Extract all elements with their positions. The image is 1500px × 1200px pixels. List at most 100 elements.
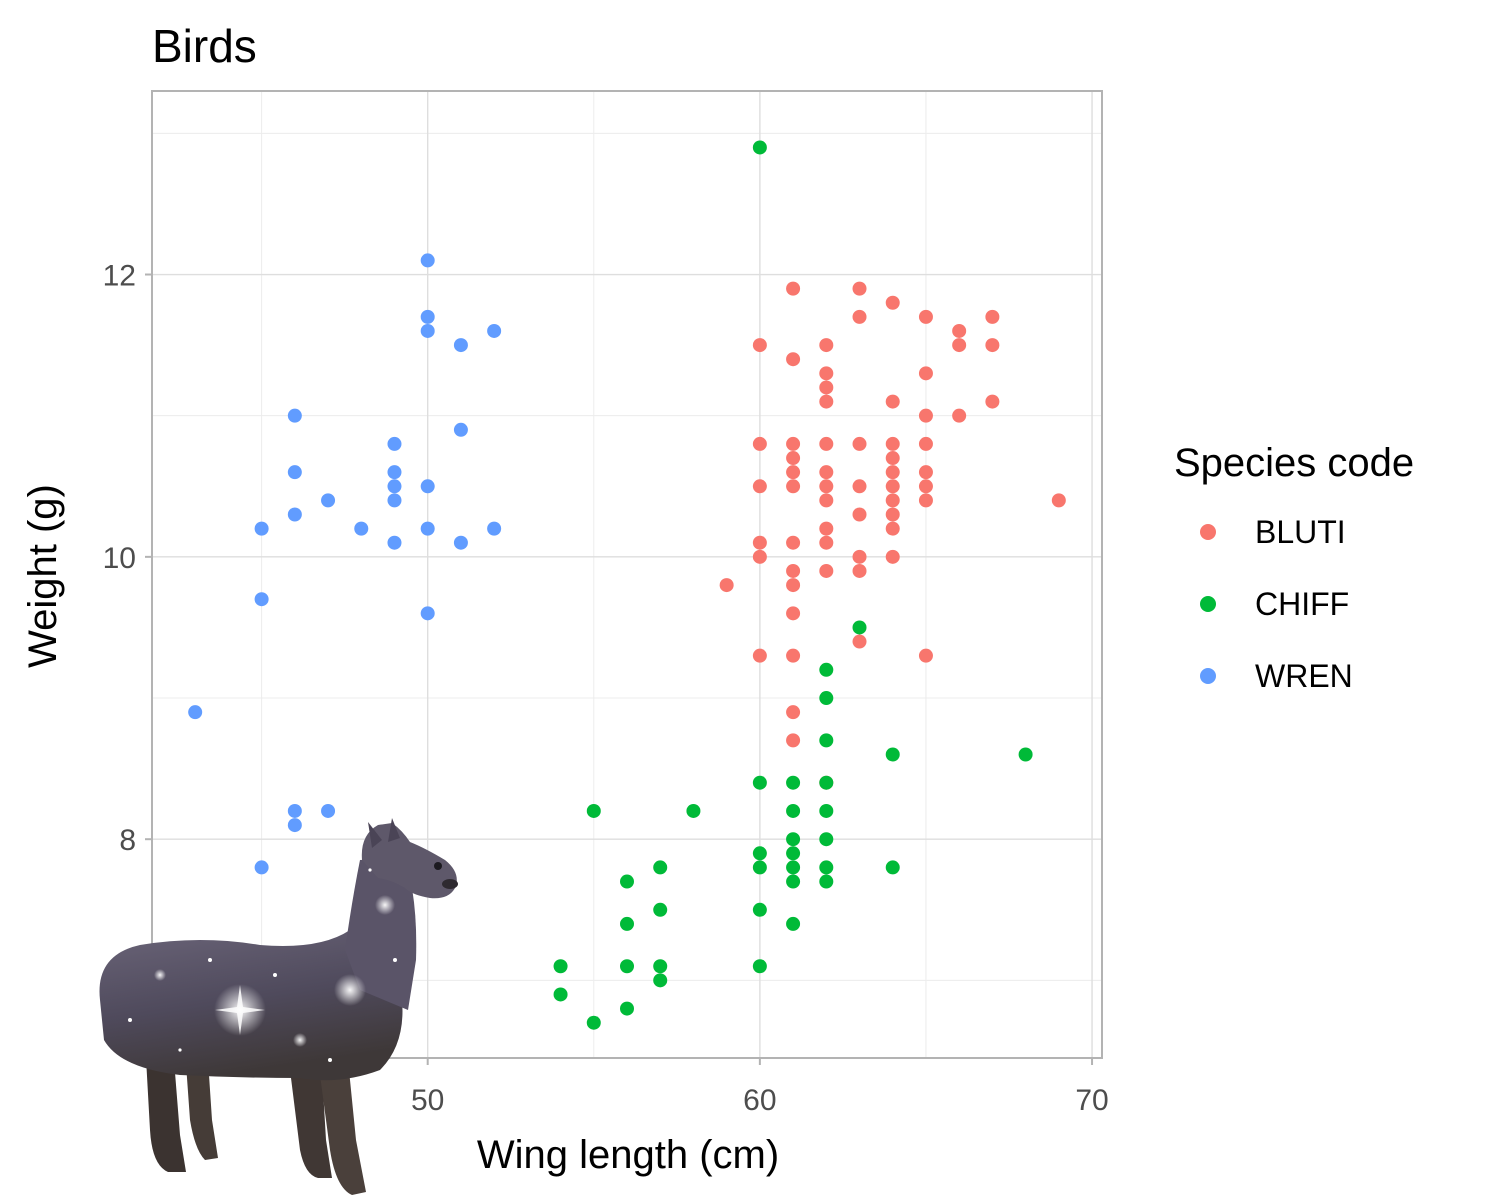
point-bluti (1051, 493, 1066, 508)
point-bluti (852, 309, 867, 324)
point-bluti (786, 479, 801, 494)
legend-key-bluti (1200, 524, 1216, 540)
point-bluti (819, 465, 834, 480)
point-bluti (918, 436, 933, 451)
point-wren (254, 860, 269, 875)
point-wren (287, 818, 302, 833)
point-bluti (752, 436, 767, 451)
point-bluti (852, 549, 867, 564)
point-chiff (752, 902, 767, 917)
point-bluti (786, 436, 801, 451)
point-chiff (786, 775, 801, 790)
point-chiff (819, 691, 834, 706)
point-chiff (653, 860, 668, 875)
point-bluti (918, 493, 933, 508)
point-chiff (653, 902, 668, 917)
point-chiff (786, 803, 801, 818)
point-bluti (952, 323, 967, 338)
point-chiff (819, 662, 834, 677)
point-wren (287, 465, 302, 480)
point-chiff (553, 987, 568, 1002)
y-tick-label: 12 (103, 260, 136, 293)
point-chiff (786, 846, 801, 861)
point-chiff (752, 775, 767, 790)
point-bluti (852, 563, 867, 578)
point-bluti (852, 507, 867, 522)
point-wren (254, 521, 269, 536)
point-chiff (686, 803, 701, 818)
point-chiff (620, 1001, 634, 1016)
point-bluti (819, 366, 834, 381)
point-bluti (885, 521, 900, 536)
point-chiff (819, 874, 834, 889)
point-chiff (553, 959, 568, 974)
point-bluti (752, 549, 767, 564)
point-bluti (786, 733, 801, 748)
point-wren (354, 521, 369, 536)
point-wren (387, 436, 402, 451)
legend-key-chiff (1200, 596, 1216, 612)
point-bluti (819, 535, 834, 550)
point-chiff (620, 916, 634, 931)
point-bluti (786, 606, 801, 621)
point-chiff (752, 846, 767, 861)
x-axis-title: Wing length (cm) (477, 1133, 779, 1177)
point-wren (420, 606, 435, 621)
point-bluti (786, 451, 801, 466)
point-chiff (819, 803, 834, 818)
legend: Species code BLUTI CHIFF WREN (1174, 441, 1414, 694)
y-axis-title: Weight (g) (21, 484, 65, 668)
point-bluti (885, 479, 900, 494)
x-tick-label: 50 (411, 1084, 444, 1117)
point-bluti (819, 563, 834, 578)
point-bluti (819, 380, 834, 395)
point-bluti (885, 507, 900, 522)
y-tick-label: 8 (119, 824, 136, 857)
point-bluti (885, 295, 900, 310)
point-bluti (885, 549, 900, 564)
point-wren (487, 521, 502, 536)
point-bluti (918, 309, 933, 324)
point-bluti (918, 479, 933, 494)
point-bluti (819, 436, 834, 451)
point-chiff (620, 959, 634, 974)
point-wren (387, 465, 402, 480)
point-wren (453, 338, 468, 353)
point-wren (287, 507, 302, 522)
point-wren (420, 521, 435, 536)
point-wren (287, 803, 302, 818)
legend-label-bluti: BLUTI (1255, 514, 1346, 550)
point-chiff (786, 860, 801, 875)
legend-label-chiff: CHIFF (1255, 586, 1349, 622)
point-bluti (852, 479, 867, 494)
point-bluti (719, 578, 734, 593)
point-chiff (752, 140, 767, 155)
point-bluti (786, 648, 801, 663)
point-bluti (852, 436, 867, 451)
point-bluti (819, 521, 834, 536)
plot-panel (151, 90, 1103, 1059)
point-chiff (752, 860, 767, 875)
point-wren (287, 408, 302, 423)
point-chiff (620, 874, 634, 889)
point-chiff (653, 973, 668, 988)
legend-key-wren (1200, 668, 1216, 684)
point-bluti (885, 465, 900, 480)
point-bluti (918, 366, 933, 381)
point-bluti (885, 436, 900, 451)
alpaca-image (99, 818, 458, 1195)
point-wren (487, 323, 502, 338)
point-chiff (1018, 747, 1033, 762)
point-chiff (586, 803, 601, 818)
axis-ticks: 50 60 70 8 10 12 (103, 260, 1109, 1117)
point-chiff (885, 860, 900, 875)
point-bluti (819, 394, 834, 409)
point-bluti (786, 578, 801, 593)
point-chiff (786, 916, 801, 931)
point-wren (387, 479, 402, 494)
point-bluti (952, 338, 967, 353)
point-chiff (885, 747, 900, 762)
chart-title: Birds (152, 20, 257, 72)
point-bluti (786, 705, 801, 720)
point-chiff (852, 620, 867, 635)
